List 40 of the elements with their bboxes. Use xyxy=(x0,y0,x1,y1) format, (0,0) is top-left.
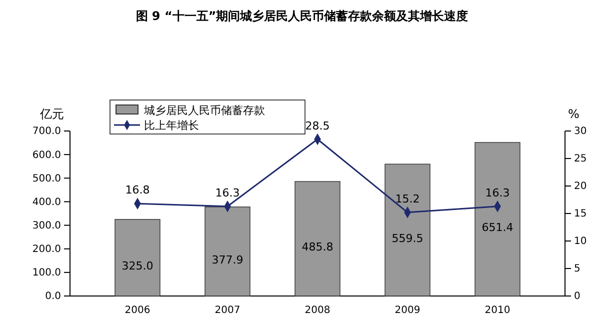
y-tick-label: 600.0 xyxy=(32,150,61,161)
y-tick-label: 400.0 xyxy=(32,196,61,208)
y2-tick-label: 20 xyxy=(574,181,587,192)
y-tick-label: 0.0 xyxy=(45,291,61,302)
data-label: 377.9 xyxy=(212,253,244,266)
x-tick-label: 2008 xyxy=(304,305,330,316)
data-label: 559.5 xyxy=(392,232,424,246)
data-label: 651.4 xyxy=(482,221,514,234)
legend-label: 比上年增长 xyxy=(144,119,199,132)
y-tick-label: 300.0 xyxy=(32,220,61,232)
y2-tick-label: 5 xyxy=(574,264,580,275)
x-tick-label: 2007 xyxy=(214,305,240,316)
bar xyxy=(384,164,430,296)
bar xyxy=(474,142,520,296)
data-label: 485.8 xyxy=(302,240,334,254)
x-tick-label: 2010 xyxy=(484,305,510,316)
y2-tick-label: 0 xyxy=(574,291,580,302)
data-label: 16.3 xyxy=(485,186,510,200)
data-label: 28.5 xyxy=(305,119,330,132)
bar xyxy=(204,206,250,296)
y2-tick-label: 25 xyxy=(574,154,587,165)
bar xyxy=(294,181,340,296)
y2-tick-label: 30 xyxy=(574,126,587,138)
y-tick-label: 100.0 xyxy=(32,268,61,279)
y-tick-label: 700.0 xyxy=(32,126,61,138)
y2-tick-label: 15 xyxy=(574,208,587,220)
data-label: 15.2 xyxy=(395,192,420,206)
data-label: 16.3 xyxy=(215,186,240,200)
y2-axis-title: % xyxy=(568,107,580,121)
data-label: 325.0 xyxy=(122,260,154,273)
x-tick-label: 2006 xyxy=(124,305,150,316)
y2-tick-label: 10 xyxy=(574,236,587,248)
chart-title: 图 9 “十一五”期间城乡居民人民币储蓄存款余额及其增长速度 xyxy=(136,9,468,23)
y-axis-title: 亿元 xyxy=(39,107,64,121)
bar xyxy=(114,219,160,296)
legend-label: 城乡居民人民币储蓄存款 xyxy=(143,104,265,117)
y-tick-label: 500.0 xyxy=(32,173,61,184)
y-tick-label: 200.0 xyxy=(32,244,61,256)
x-tick-label: 2009 xyxy=(394,305,420,316)
data-label: 16.8 xyxy=(125,184,150,197)
